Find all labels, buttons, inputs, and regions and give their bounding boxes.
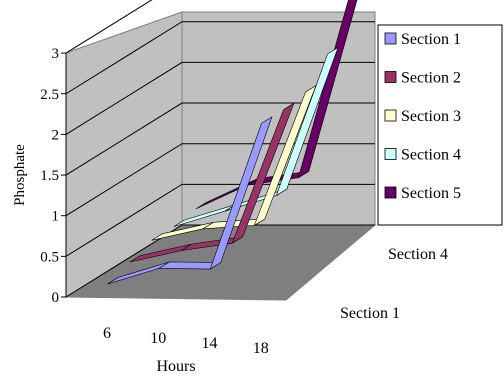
- series-ribbon-segment: [231, 102, 295, 244]
- series-ribbon-segment: [275, 46, 339, 197]
- legend: Section 1 Section 2 Section 3 Section 4 Sect…: [377, 24, 503, 226]
- legend-label: Section 4: [401, 147, 461, 164]
- legend-swatch: [384, 186, 397, 199]
- series-ribbon-segment: [209, 116, 273, 270]
- x-tick-label: 6: [103, 325, 111, 342]
- legend-swatch: [384, 71, 397, 83]
- x-tick-label: 18: [253, 340, 269, 357]
- y-tick-label: 1.5: [40, 168, 59, 184]
- y-tick-label: 0: [52, 290, 60, 306]
- series-ribbon-segment: [253, 84, 317, 227]
- legend-swatch: [384, 32, 397, 45]
- z-tick-label: Section 4: [388, 246, 448, 263]
- gridline: [65, 0, 153, 54]
- y-tick-label: 3: [52, 46, 60, 62]
- y-tick-label: 2.5: [40, 87, 59, 103]
- y-axis-label: Phosphate: [12, 144, 28, 206]
- legend-label: Section 1: [401, 31, 461, 48]
- z-tick-labels: Section 4 Section 1: [340, 246, 448, 322]
- y-tick-label: 1: [52, 209, 60, 225]
- legend-swatch: [384, 148, 397, 160]
- legend-swatch: [384, 109, 397, 122]
- x-tick-labels: 6 10 14 18: [103, 325, 269, 357]
- series-lines: [107, 0, 358, 285]
- z-tick-label: Section 1: [340, 305, 400, 322]
- x-axis-label: Hours: [156, 358, 195, 375]
- y-tick-labels: 0 0.5 1 1.5 2 2.5 3: [40, 46, 59, 306]
- legend-box: [377, 24, 503, 226]
- y-tick-label: 0.5: [40, 249, 59, 265]
- legend-label: Section 2: [401, 70, 461, 87]
- x-tick-label: 10: [150, 330, 166, 347]
- gridline: [65, 61, 375, 135]
- legend-label: Section 3: [401, 108, 461, 125]
- gridline: [65, 224, 375, 298]
- gridline: [65, 183, 375, 257]
- gridline: [65, 21, 375, 95]
- x-tick-label: 14: [202, 335, 218, 352]
- legend-label: Section 5: [401, 185, 461, 202]
- y-tick-label: 2: [52, 127, 60, 143]
